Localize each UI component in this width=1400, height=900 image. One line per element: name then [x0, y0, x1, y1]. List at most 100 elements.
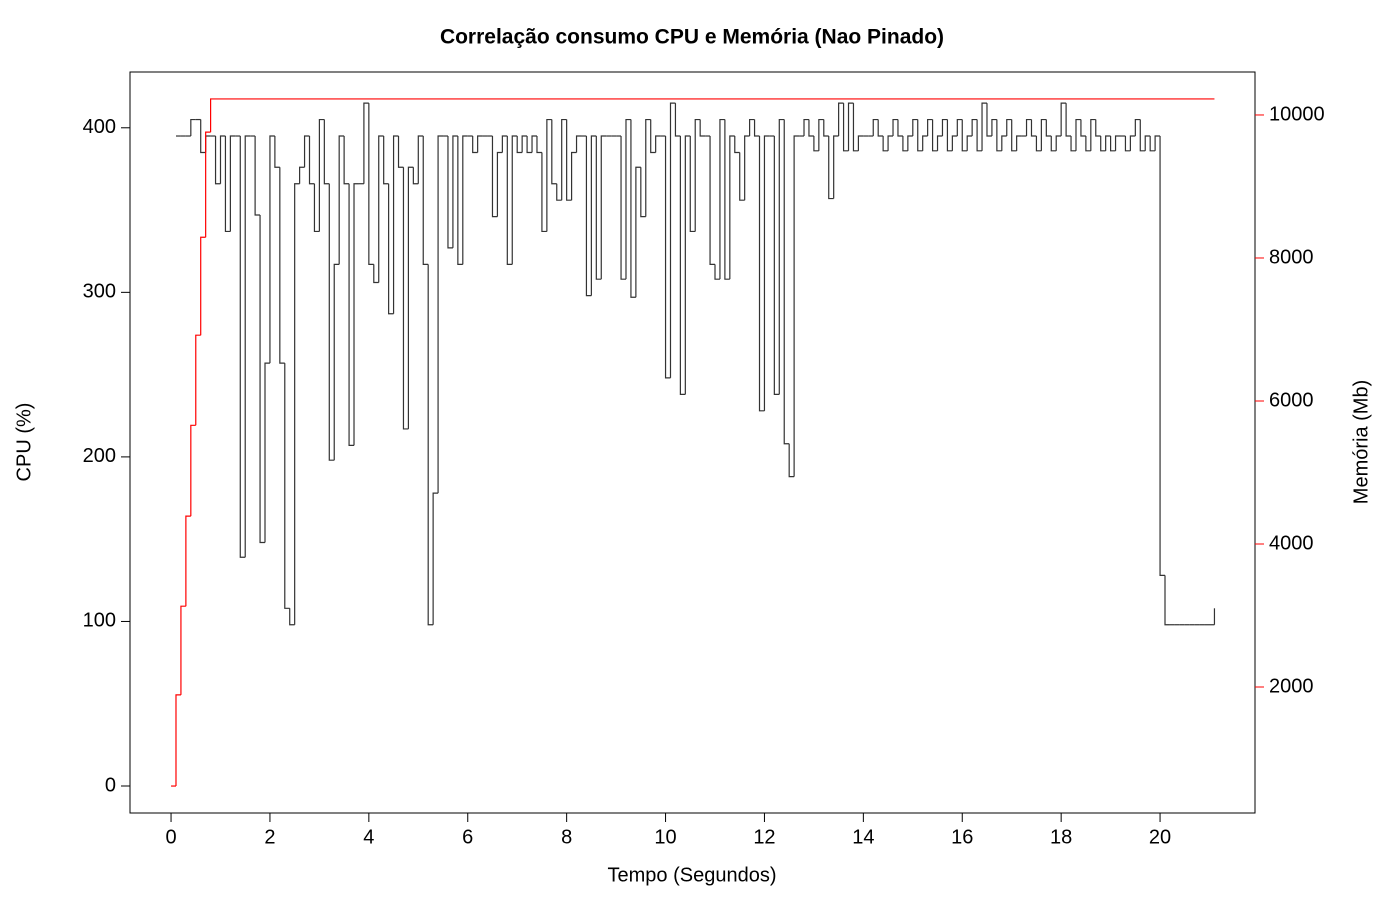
- step-segment: [669, 102, 676, 378]
- step-segment: [1055, 135, 1062, 151]
- step-segment: [205, 135, 211, 153]
- step-segment: [239, 136, 246, 558]
- step-segment: [1114, 135, 1121, 151]
- step-segment: [679, 136, 686, 395]
- step-segment: [219, 135, 226, 184]
- step-segment: [744, 135, 750, 201]
- x-tick-label: 18: [1050, 826, 1072, 848]
- step-segment: [734, 136, 740, 154]
- step-segment: [383, 136, 389, 185]
- step-segment: [417, 135, 424, 184]
- y-tick-label: 400: [83, 116, 116, 138]
- x-tick-label: 20: [1149, 826, 1171, 848]
- step-segment: [971, 118, 978, 137]
- step-segment: [1050, 136, 1057, 152]
- step-segment: [496, 151, 503, 217]
- y-axis-label: CPU (%): [13, 403, 35, 482]
- step-segment: [857, 135, 864, 151]
- step-segment: [526, 136, 533, 154]
- step-segment: [289, 608, 295, 626]
- step-segment: [996, 119, 1002, 152]
- step-segment: [1060, 102, 1067, 137]
- step-segment: [1144, 135, 1151, 151]
- step-segment: [180, 605, 186, 695]
- step-segment: [338, 135, 345, 265]
- step-segment: [229, 135, 236, 232]
- step-segment: [190, 118, 196, 137]
- step-segment: [645, 118, 651, 217]
- step-segment: [546, 118, 552, 232]
- step-segment: [541, 152, 547, 233]
- step-segment: [427, 264, 434, 626]
- step-segment: [363, 102, 369, 184]
- step-segment: [1100, 136, 1106, 152]
- step-segment: [1016, 135, 1022, 151]
- step-segment: [348, 183, 355, 446]
- step-segment: [457, 136, 463, 265]
- step-segment: [684, 135, 691, 395]
- step-segment: [447, 136, 453, 249]
- step-segment: [313, 183, 320, 233]
- step-segment: [927, 118, 933, 137]
- step-segment: [1159, 136, 1165, 576]
- step-segment: [630, 119, 636, 298]
- step-segment: [699, 119, 706, 137]
- step-segment: [521, 135, 528, 153]
- step-segment: [200, 119, 206, 154]
- step-segment: [838, 102, 844, 137]
- step-segment: [951, 135, 958, 151]
- step-segment: [946, 119, 953, 152]
- step-segment: [368, 103, 374, 265]
- step-segment: [694, 118, 701, 232]
- step-segment: [842, 103, 849, 152]
- step-segment: [1085, 136, 1091, 152]
- step-segment: [566, 119, 572, 201]
- plot-frame: [129, 71, 1256, 814]
- step-segment: [388, 183, 394, 315]
- step-segment: [195, 334, 201, 426]
- y-tick-label: 300: [83, 281, 116, 303]
- step-segment: [299, 166, 305, 184]
- step-segment: [1129, 135, 1136, 151]
- step-segment: [783, 119, 790, 445]
- y-tick-label: 200: [83, 445, 116, 467]
- step-segment: [1105, 135, 1111, 151]
- step-segment: [1110, 136, 1116, 152]
- step-segment: [200, 236, 206, 336]
- step-segment: [516, 136, 523, 154]
- y2-tick-label: 6000: [1269, 389, 1314, 411]
- step-segment: [551, 119, 557, 185]
- step-segment: [749, 118, 755, 137]
- step-segment: [214, 136, 221, 185]
- step-segment: [818, 118, 824, 151]
- step-segment: [991, 118, 997, 137]
- step-segment: [877, 119, 884, 137]
- step-segment: [1134, 118, 1141, 137]
- step-segment: [882, 136, 889, 152]
- step-segment: [912, 118, 918, 137]
- step-segment: [1124, 136, 1131, 152]
- step-segment: [308, 136, 315, 185]
- step-segment: [477, 135, 483, 153]
- step-segment: [887, 135, 894, 151]
- step-segment: [620, 136, 626, 280]
- step-segment: [956, 118, 963, 137]
- step-segment: [472, 136, 478, 154]
- step-segment: [1164, 575, 1170, 626]
- step-segment: [462, 135, 468, 265]
- step-segment: [724, 119, 730, 280]
- step-segment: [922, 135, 928, 151]
- x-tick-label: 8: [561, 826, 572, 848]
- step-segment: [803, 118, 809, 137]
- step-segment: [833, 135, 839, 199]
- step-segment: [1040, 118, 1047, 151]
- step-segment: [575, 135, 582, 153]
- x-tick-label: 14: [852, 826, 874, 848]
- step-segment: [437, 135, 444, 494]
- step-segment: [205, 131, 211, 238]
- step-segment: [279, 167, 285, 364]
- step-segment: [813, 136, 819, 152]
- y2-tick-label: 4000: [1269, 532, 1314, 554]
- step-segment: [190, 424, 196, 517]
- step-segment: [650, 119, 656, 154]
